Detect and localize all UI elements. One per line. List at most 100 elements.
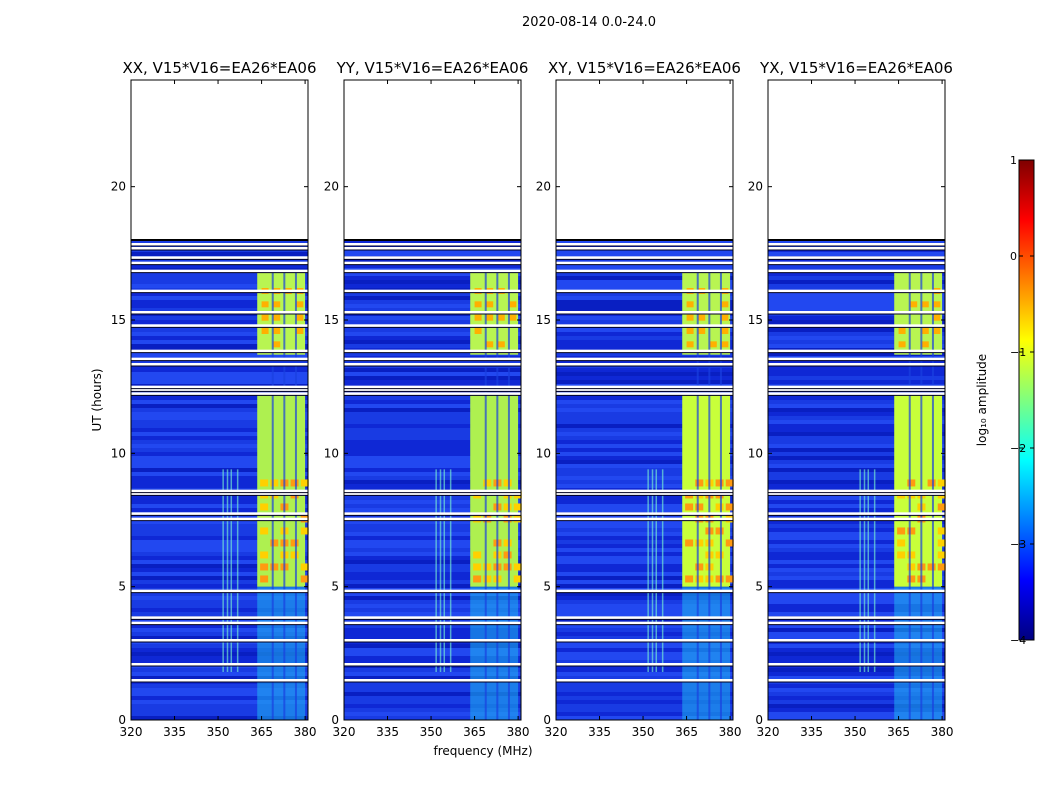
x-tick-label: 335 [376,725,399,739]
x-tick-label: 350 [420,725,443,739]
flag-line [344,269,521,273]
flag-line [131,621,308,625]
rfi-band [470,272,522,720]
x-axis-label: frequency (MHz) [433,744,532,758]
flag-line [131,492,308,496]
x-tick-label: 350 [844,725,867,739]
flag-line [556,679,733,682]
x-tick-label: 320 [545,725,568,739]
flag-line [768,349,945,353]
colorbar-tick-label: 1 [1010,154,1017,167]
flag-line [556,261,733,265]
flag-line [131,517,308,521]
x-tick-label: 335 [588,725,611,739]
heatmap-texture [344,240,521,720]
flag-line [344,388,521,392]
flag-line [768,261,945,265]
colorbar-tick-label: −2 [1010,442,1026,455]
flag-line [131,512,308,516]
x-tick-label: 365 [250,725,273,739]
x-tick-label: 365 [463,725,486,739]
panel-title: YX, V15*V16=EA26*EA06 [759,59,953,77]
flag-line [556,324,733,328]
flag-line [344,512,521,516]
flag-line [768,311,945,314]
flag-line [768,357,945,361]
flag-line [344,289,521,293]
x-tick-label: 350 [632,725,655,739]
flag-line [768,679,945,682]
x-tick-label: 365 [675,725,698,739]
flag-line [768,385,945,389]
flag-line [768,517,945,521]
colorbar-tick-label: 0 [1010,250,1017,263]
x-tick-label: 380 [294,725,317,739]
flag-line [131,247,308,250]
flag-line [556,392,733,396]
y-tick-label: 5 [543,580,551,594]
flag-line [556,589,733,593]
panels: XX, V15*V16=EA26*EA06 320 335 350 365 380 0 5 10… [111,59,954,739]
y-tick-label: 15 [111,313,126,327]
flag-line [344,385,521,389]
panel-title: XX, V15*V16=EA26*EA06 [122,59,316,77]
axes-frame [343,79,522,721]
panel-title: YY, V15*V16=EA26*EA06 [336,59,529,77]
rfi-band [682,272,734,720]
flag-line [131,392,308,396]
flag-line [131,388,308,392]
x-tick-label: 320 [120,725,143,739]
flag-line [131,289,308,293]
flag-line [768,589,945,593]
flag-line [344,261,521,265]
flag-line [131,261,308,265]
flag-line [556,349,733,353]
flag-line [131,256,308,260]
flag-line [768,363,945,366]
flag-line [556,492,733,496]
x-tick-label: 380 [507,725,530,739]
flag-line [768,256,945,260]
y-tick-label: 0 [543,713,551,727]
flag-line [344,357,521,361]
panel-2: XY, V15*V16=EA26*EA06 320 335 350 365 380 0 5 10… [536,59,742,739]
flag-line [556,311,733,314]
y-tick-label: 20 [748,180,763,194]
panel-1: YY, V15*V16=EA26*EA06 320 335 350 365 380 0 5 10… [324,59,530,739]
x-tick-label: 365 [887,725,910,739]
flag-line [768,492,945,496]
flag-line [556,489,733,493]
flag-line [768,289,945,293]
y-tick-label: 10 [111,446,126,460]
flag-line [131,363,308,366]
flag-line [344,663,521,666]
x-tick-label: 320 [757,725,780,739]
flag-line [131,385,308,389]
flag-line [768,269,945,273]
axes-frame [130,79,309,721]
flag-line [556,247,733,250]
flag-line [768,324,945,328]
flag-line [556,289,733,293]
flag-line [556,663,733,666]
flag-line [556,385,733,389]
rfi-band [894,272,946,720]
y-tick-label: 5 [118,580,126,594]
axes-frame [767,79,946,721]
flag-line [131,349,308,353]
x-tick-label: 380 [719,725,742,739]
x-tick-label: 335 [163,725,186,739]
flag-line [131,269,308,273]
suptitle: 2020-08-14 0.0-24.0 [522,15,656,30]
colorbar: 1 0 −1 −2 −3 −4 log₁₀ amplitude [975,154,1035,647]
axes-frame [555,79,734,721]
colorbar-tick-label: −3 [1010,538,1026,551]
flag-line [556,512,733,516]
flag-line [344,517,521,521]
flag-line [768,621,945,625]
flag-line [344,492,521,496]
flag-line [344,616,521,620]
flag-line [556,616,733,620]
y-tick-label: 5 [755,580,763,594]
flag-line [344,324,521,328]
